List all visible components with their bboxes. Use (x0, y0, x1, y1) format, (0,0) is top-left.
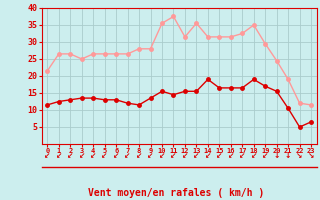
Text: ↘: ↘ (296, 151, 303, 160)
Text: ↘: ↘ (308, 151, 314, 160)
Text: ↙: ↙ (113, 151, 119, 160)
Text: ↙: ↙ (101, 151, 108, 160)
Text: ↙: ↙ (124, 151, 131, 160)
Text: ↙: ↙ (193, 151, 200, 160)
Text: ↙: ↙ (228, 151, 234, 160)
Text: ↙: ↙ (147, 151, 154, 160)
Text: ↙: ↙ (56, 151, 62, 160)
Text: Vent moyen/en rafales ( km/h ): Vent moyen/en rafales ( km/h ) (88, 188, 264, 198)
Text: ↙: ↙ (216, 151, 222, 160)
Text: ↓: ↓ (285, 151, 291, 160)
Text: ↙: ↙ (90, 151, 96, 160)
Text: ↙: ↙ (182, 151, 188, 160)
Text: ↙: ↙ (251, 151, 257, 160)
Text: ↙: ↙ (170, 151, 177, 160)
Text: ↙: ↙ (262, 151, 268, 160)
Text: ↙: ↙ (67, 151, 74, 160)
Text: ↙: ↙ (239, 151, 245, 160)
Text: ↓: ↓ (274, 151, 280, 160)
Text: ↙: ↙ (44, 151, 51, 160)
Text: ↙: ↙ (205, 151, 211, 160)
Text: ↙: ↙ (136, 151, 142, 160)
Text: ↙: ↙ (78, 151, 85, 160)
Text: ↙: ↙ (159, 151, 165, 160)
